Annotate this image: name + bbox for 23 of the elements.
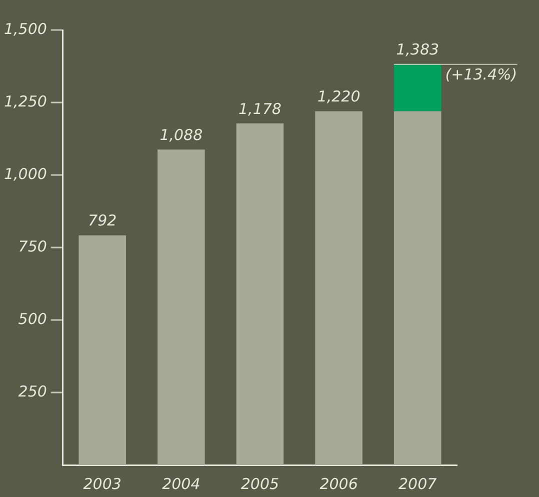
bar: [236, 123, 284, 465]
total-label: 792: [88, 212, 117, 230]
y-tick-label: 1,500: [4, 20, 47, 38]
bar: [78, 235, 126, 465]
total-label: 1,383: [396, 40, 440, 58]
bar: [394, 111, 442, 465]
total-label: 1,178: [238, 100, 282, 118]
x-tick-label: 2004: [162, 474, 200, 493]
y-tick-label: 750: [18, 237, 47, 256]
bar: [394, 64, 442, 112]
total-label: 1,220: [317, 88, 360, 106]
bar: [158, 149, 205, 465]
x-tick-label: 2005: [240, 474, 280, 493]
x-tick-label: 2003: [83, 474, 122, 493]
total-label: 1,088: [160, 126, 203, 144]
y-tick-label: 1,250: [4, 92, 47, 110]
y-tick-label: 1,000: [4, 164, 47, 183]
y-tick-label: 500: [18, 310, 47, 328]
annotation: (+13.4%): [445, 65, 518, 84]
x-tick-label: 2006: [320, 474, 358, 493]
y-tick-label: 250: [18, 382, 47, 400]
x-tick-label: 2007: [398, 474, 438, 493]
bar: [315, 111, 362, 465]
